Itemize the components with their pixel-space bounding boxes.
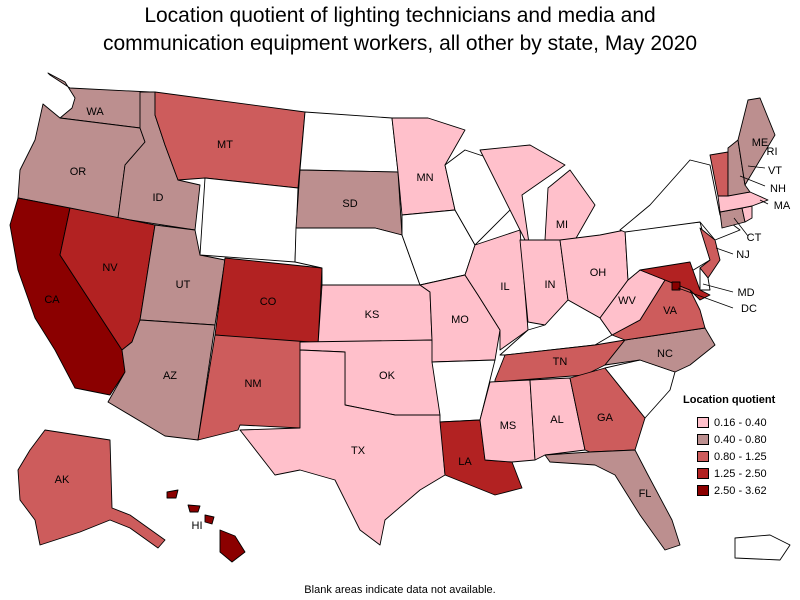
leader-lines	[677, 165, 769, 309]
label-OK: OK	[379, 370, 396, 382]
title-line-2: communication equipment workers, all oth…	[102, 32, 698, 55]
label-AL: AL	[550, 414, 563, 426]
label-VT: VT	[768, 165, 782, 177]
label-CA: CA	[44, 294, 60, 306]
label-MA: MA	[774, 200, 791, 212]
legend-row: 2.50 - 3.62	[683, 482, 800, 499]
state-DC[interactable]	[671, 281, 681, 291]
legend-swatch-4	[697, 485, 709, 496]
state-labels: WA OR CA ID NV UT AZ MT CO NM SD KS OK T…	[44, 106, 791, 532]
legend-title: Location quotient	[683, 394, 776, 406]
label-NM: NM	[244, 378, 261, 390]
label-FL: FL	[639, 488, 652, 500]
state-AZ[interactable]	[107, 319, 216, 441]
label-KS: KS	[365, 309, 380, 321]
state-AK[interactable]	[17, 429, 166, 549]
label-TN: TN	[553, 356, 568, 368]
label-NJ: NJ	[736, 249, 749, 261]
state-HI[interactable]	[219, 529, 246, 563]
legend-swatch-2	[697, 451, 709, 462]
label-NV: NV	[102, 262, 118, 274]
legend-row: 1.25 - 2.50	[683, 465, 800, 482]
label-MO: MO	[451, 314, 469, 326]
label-GA: GA	[597, 412, 614, 424]
legend-label-3: 1.25 - 2.50	[714, 467, 767, 480]
label-HI: HI	[192, 520, 203, 532]
label-MD: MD	[737, 287, 754, 299]
state-WY[interactable]	[199, 177, 299, 263]
footnote: Blank areas indicate data not available.	[304, 584, 496, 596]
label-OR: OR	[70, 166, 87, 178]
legend-swatch-1	[697, 434, 709, 445]
legend: Location quotient 0.16 - 0.40 0.40 - 0.8…	[683, 394, 800, 499]
label-WA: WA	[86, 106, 104, 118]
label-MT: MT	[217, 139, 233, 151]
label-AZ: AZ	[163, 370, 177, 382]
label-DC: DC	[741, 303, 757, 315]
label-WV: WV	[618, 295, 636, 307]
label-NH: NH	[770, 183, 786, 195]
state-SC[interactable]	[604, 359, 676, 419]
label-ID: ID	[153, 192, 164, 204]
label-ME: ME	[752, 137, 769, 149]
legend-row: 0.40 - 0.80	[683, 431, 800, 448]
legend-row: 0.80 - 1.25	[683, 448, 800, 465]
legend-swatch-3	[697, 468, 709, 479]
label-MS: MS	[500, 420, 517, 432]
legend-swatch-0	[697, 417, 709, 428]
label-LA: LA	[458, 456, 472, 468]
label-UT: UT	[176, 279, 191, 291]
label-MI: MI	[556, 219, 568, 231]
legend-row: 0.16 - 0.40	[683, 414, 800, 431]
legend-label-0: 0.16 - 0.40	[714, 416, 767, 429]
label-NC: NC	[657, 348, 673, 360]
title-line-1: Location quotient of lighting technician…	[144, 4, 656, 27]
label-VA: VA	[663, 305, 678, 317]
map-title: Location quotient of lighting technician…	[0, 2, 800, 58]
state-HI-islands[interactable]	[166, 489, 215, 525]
label-CO: CO	[260, 296, 277, 308]
state-AL[interactable]	[529, 377, 586, 461]
label-TX: TX	[351, 445, 366, 457]
legend-label-1: 0.40 - 0.80	[714, 433, 767, 446]
label-CT: CT	[747, 232, 762, 244]
state-DE[interactable]	[699, 267, 711, 291]
legend-label-4: 2.50 - 3.62	[714, 484, 767, 497]
state-ND[interactable]	[299, 111, 399, 173]
state-ME[interactable]	[737, 97, 776, 186]
label-MN: MN	[416, 172, 433, 184]
label-SD: SD	[342, 198, 357, 210]
label-IL: IL	[500, 281, 509, 293]
label-OH: OH	[590, 267, 607, 279]
territory-PR[interactable]	[734, 534, 791, 561]
label-AK: AK	[55, 474, 70, 486]
label-IN: IN	[545, 279, 556, 291]
state-TX[interactable]	[239, 349, 446, 546]
label-RI: RI	[767, 146, 778, 158]
state-FL[interactable]	[544, 449, 681, 551]
legend-label-2: 0.80 - 1.25	[714, 450, 767, 463]
